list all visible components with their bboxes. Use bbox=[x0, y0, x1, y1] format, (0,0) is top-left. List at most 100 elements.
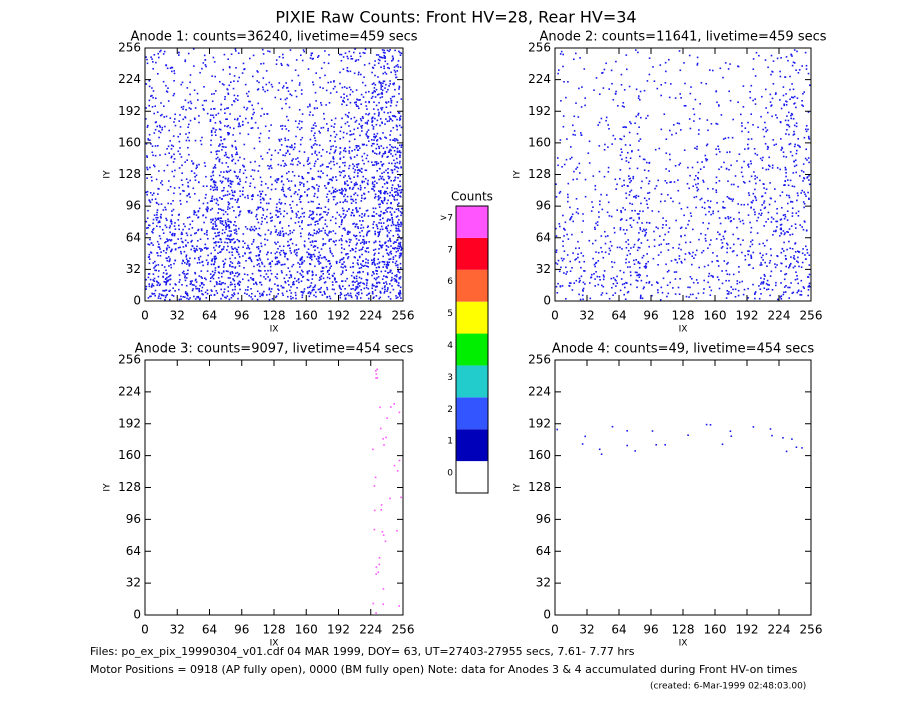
count-dot bbox=[395, 65, 397, 67]
count-dot bbox=[388, 151, 391, 153]
count-dot bbox=[194, 298, 197, 300]
count-dot bbox=[396, 157, 398, 160]
count-dot bbox=[233, 229, 236, 231]
count-dot bbox=[382, 51, 385, 54]
count-dot bbox=[350, 274, 353, 277]
count-dot bbox=[662, 224, 664, 226]
count-dot bbox=[187, 294, 189, 297]
count-dot bbox=[228, 298, 231, 301]
count-dot bbox=[320, 207, 322, 210]
count-dot bbox=[660, 84, 662, 86]
count-dot bbox=[303, 164, 305, 167]
count-dot bbox=[373, 101, 375, 103]
count-dot bbox=[390, 101, 393, 104]
count-dot bbox=[788, 265, 791, 267]
count-dot bbox=[800, 290, 803, 293]
count-dot bbox=[270, 220, 272, 222]
count-dot bbox=[750, 231, 752, 234]
count-dot bbox=[269, 233, 272, 235]
count-dot bbox=[250, 175, 252, 178]
count-dot bbox=[680, 97, 682, 99]
count-dot bbox=[215, 181, 217, 184]
count-dot bbox=[357, 263, 359, 266]
count-dot bbox=[367, 137, 369, 139]
count-dot bbox=[738, 271, 740, 273]
count-dot bbox=[148, 255, 150, 258]
count-dot bbox=[698, 117, 701, 120]
count-dot bbox=[397, 221, 399, 224]
count-dot bbox=[575, 279, 578, 282]
count-dot bbox=[301, 258, 303, 261]
count-dot bbox=[271, 219, 273, 222]
count-dot bbox=[708, 272, 711, 275]
count-dot bbox=[363, 215, 366, 217]
count-dot bbox=[153, 132, 156, 134]
count-dot bbox=[754, 195, 756, 198]
count-dot bbox=[327, 62, 330, 65]
count-dot bbox=[803, 287, 805, 289]
count-dot bbox=[221, 272, 223, 275]
count-dot bbox=[719, 151, 721, 153]
count-dot bbox=[689, 212, 692, 214]
count-dot bbox=[270, 158, 272, 161]
count-dot bbox=[293, 251, 296, 253]
count-dot bbox=[354, 225, 357, 228]
count-dot bbox=[311, 274, 314, 277]
count-dot bbox=[339, 291, 342, 294]
count-dot bbox=[599, 200, 601, 202]
count-dot bbox=[216, 187, 218, 189]
count-dot bbox=[638, 217, 640, 220]
count-dot bbox=[608, 253, 610, 255]
count-dot bbox=[666, 295, 668, 298]
count-dot bbox=[330, 125, 333, 127]
count-dot bbox=[228, 170, 230, 173]
count-dot bbox=[310, 145, 313, 148]
count-dot bbox=[667, 194, 669, 196]
count-dot bbox=[181, 271, 184, 274]
count-dot bbox=[205, 216, 207, 219]
count-dot bbox=[732, 288, 734, 291]
count-dot bbox=[571, 233, 573, 236]
count-dot bbox=[161, 183, 164, 186]
count-dot bbox=[163, 266, 166, 268]
count-dot bbox=[334, 188, 337, 190]
count-dot bbox=[308, 187, 310, 190]
count-dot bbox=[364, 48, 367, 51]
count-dot bbox=[152, 231, 154, 234]
y-axis-label: IY bbox=[103, 170, 113, 179]
count-dot bbox=[339, 71, 341, 74]
count-dot bbox=[257, 206, 259, 209]
count-dot bbox=[747, 138, 750, 141]
count-dot bbox=[780, 138, 782, 140]
count-dot bbox=[641, 180, 643, 183]
count-dot bbox=[724, 231, 726, 233]
count-dot bbox=[274, 149, 277, 152]
count-dot bbox=[271, 298, 274, 300]
count-dot bbox=[568, 282, 571, 284]
count-dot bbox=[783, 278, 786, 281]
count-dot bbox=[744, 255, 746, 257]
count-dot bbox=[344, 182, 347, 185]
count-dot bbox=[382, 222, 385, 224]
count-dot bbox=[365, 133, 368, 135]
count-dot bbox=[280, 285, 282, 287]
count-dot bbox=[383, 263, 386, 266]
count-dot bbox=[256, 264, 259, 266]
count-dot bbox=[151, 194, 154, 196]
count-dot bbox=[329, 251, 332, 254]
count-dot bbox=[219, 222, 222, 224]
count-dot bbox=[237, 175, 239, 178]
count-dot bbox=[382, 266, 384, 268]
count-dot bbox=[302, 275, 305, 278]
count-dot bbox=[729, 247, 732, 249]
count-dot bbox=[317, 288, 320, 291]
count-dot bbox=[184, 279, 187, 282]
count-dot bbox=[361, 155, 363, 158]
count-dot bbox=[282, 245, 285, 248]
count-dot bbox=[284, 281, 287, 284]
count-dot bbox=[320, 104, 323, 106]
count-dot bbox=[374, 248, 377, 251]
count-dot bbox=[262, 293, 264, 296]
count-dot bbox=[779, 224, 782, 226]
count-dot bbox=[227, 225, 230, 227]
